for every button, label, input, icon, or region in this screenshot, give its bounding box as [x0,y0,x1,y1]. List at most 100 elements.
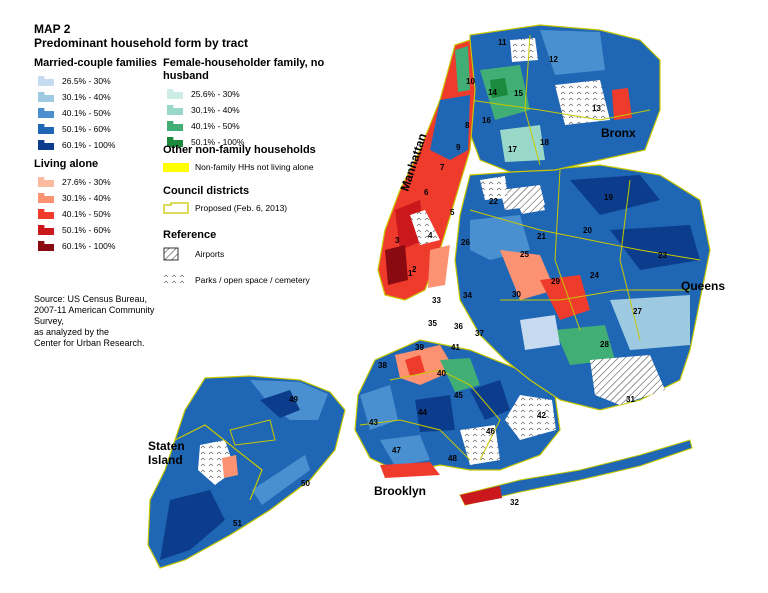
district-label-35: 35 [428,319,437,328]
source-line: 2007-11 American Community Survey, [34,305,155,326]
district-label-41: 41 [451,343,460,352]
legend-swatch [38,209,54,219]
district-label-21: 21 [537,232,546,241]
legend-heading: Reference [163,229,217,241]
district-label-39: 39 [415,343,424,352]
legend-swatch [38,140,54,150]
map-subtitle: Predominant household form by tract [34,36,249,50]
legend-item: 30.1% - 40% [167,102,373,118]
legend-item: 40.1% - 50% [38,105,162,121]
legend-item: 50.1% - 60% [38,121,162,137]
legend-swatch [38,108,54,118]
district-label-12: 12 [549,55,558,64]
legend-heading: Married-couple families [34,57,157,69]
legend-item: 27.6% - 30% [38,174,162,190]
legend-swatch [167,137,183,147]
park-pattern-icon [164,274,186,286]
district-label-37: 37 [475,329,484,338]
legend-heading: Female-householder family, no husband [163,57,325,82]
district-label-18: 18 [540,138,549,147]
hatched-square-icon [163,247,179,261]
legend-heading: Other non-family households [163,144,316,156]
district-label-2: 2 [412,265,417,274]
legend-swatch [163,162,189,172]
district-label-26: 26 [461,238,470,247]
legend-living-alone: Living alone 27.6% - 30% 30.1% - 40% 40.… [34,158,162,254]
district-label-30: 30 [512,290,521,299]
district-label-4: 4 [428,231,433,240]
legend-item: 50.1% - 60% [38,222,162,238]
district-label-32: 32 [510,498,519,507]
district-label-5: 5 [450,208,455,217]
legend-married: Married-couple families 26.5% - 30% 30.1… [34,57,162,153]
legend-swatch [38,225,54,235]
legend-swatch [38,241,54,251]
legend-swatch [38,193,54,203]
district-label-3: 3 [395,236,400,245]
legend-item: 25.6% - 30% [167,86,373,102]
legend-item: 26.5% - 30% [38,73,162,89]
legend-item: 60.1% - 100% [38,137,162,153]
district-label-34: 34 [463,291,472,300]
district-label-24: 24 [590,271,599,280]
district-label-11: 11 [498,38,507,47]
manhattan-area [377,39,476,301]
legend-item: 30.1% - 40% [38,89,162,105]
district-label-49: 49 [289,395,298,404]
district-labels: 1 2 3 4 5 6 7 8 9 10 11 12 13 14 15 16 1… [233,38,667,528]
district-label-9: 9 [456,143,461,152]
borough-label-queens: Queens [681,279,725,293]
legend-swatch [167,121,183,131]
district-label-27: 27 [633,307,642,316]
legend-swatch [38,177,54,187]
district-label-25: 25 [520,250,529,259]
legend-female: Female-householder family, no husband 25… [163,57,373,150]
legend-item: 60.1% - 100% [38,238,162,254]
source-line: as analyzed by the [34,327,110,337]
district-label-8: 8 [465,121,470,130]
district-label-23: 23 [658,251,667,260]
legend-item: 30.1% - 40% [38,190,162,206]
borough-label-island: Island [148,453,183,467]
district-label-36: 36 [454,322,463,331]
borough-label-brooklyn: Brooklyn [374,484,426,498]
district-label-44: 44 [418,408,427,417]
legend-swatch [167,105,183,115]
district-label-51: 51 [233,519,242,528]
source-note: Source: US Census Bureau, 2007-11 Americ… [34,294,174,349]
district-boundary-icon [163,202,189,214]
brooklyn-area [354,339,561,478]
airport-area [515,194,545,214]
district-label-13: 13 [592,104,601,113]
district-label-50: 50 [301,479,310,488]
district-label-19: 19 [604,193,613,202]
district-label-42: 42 [537,411,546,420]
district-label-17: 17 [508,145,517,154]
borough-label-bronx: Bronx [601,126,636,140]
source-line: Center for Urban Research. [34,338,145,348]
queens-area [454,164,711,411]
district-label-45: 45 [454,391,463,400]
district-label-33: 33 [432,296,441,305]
legend-council: Council districts Proposed (Feb. 6, 2013… [163,185,373,216]
legend-item: 40.1% - 50% [38,206,162,222]
district-label-38: 38 [378,361,387,370]
park-area [480,176,508,200]
district-label-10: 10 [466,77,475,86]
district-label-40: 40 [437,369,446,378]
district-label-48: 48 [448,454,457,463]
legend-other: Other non-family households Non-family H… [163,144,373,175]
borough-label-staten: Staten [148,439,185,453]
legend-swatch [38,76,54,86]
district-label-31: 31 [626,395,635,404]
legend-item: Parks / open space / cemetery [163,272,373,288]
source-line: Source: US Census Bureau, [34,294,148,304]
district-label-47: 47 [392,446,401,455]
district-label-29: 29 [551,277,560,286]
staten-island-area [147,375,346,569]
legend-heading: Living alone [34,158,99,170]
legend-item: 50.1% - 100% [167,134,373,150]
legend-item: 40.1% - 50% [167,118,373,134]
legend-item: Airports [163,246,373,262]
